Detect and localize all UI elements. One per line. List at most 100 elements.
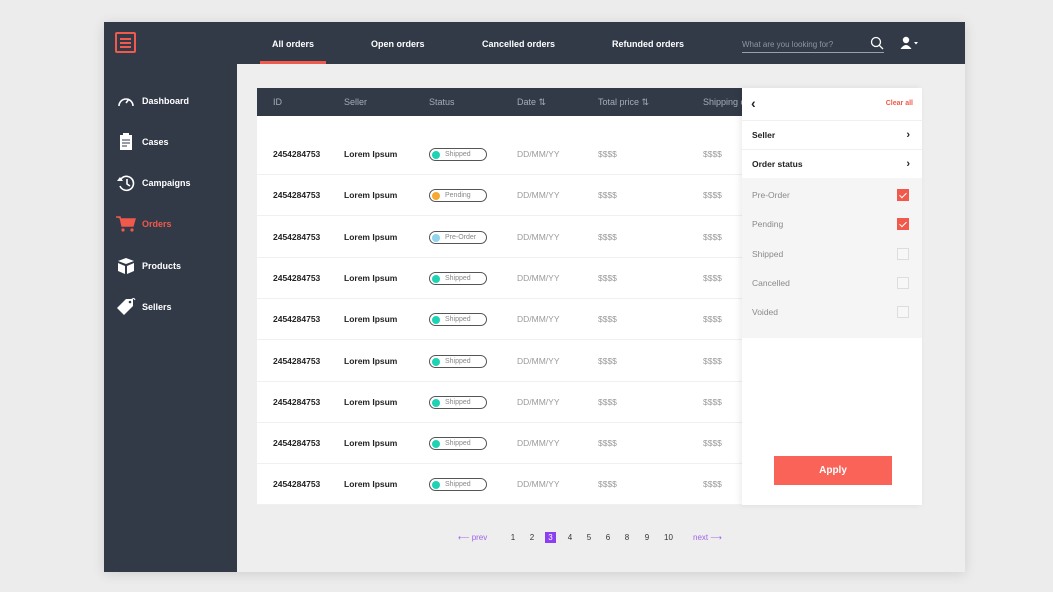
page-1[interactable]: 1: [510, 533, 516, 542]
page-4[interactable]: 4: [567, 533, 573, 542]
column-total-price-sort[interactable]: Total price ⇅: [598, 97, 650, 107]
status-dot-icon: [432, 440, 440, 449]
column-seller: Seller: [344, 97, 368, 107]
search-icon[interactable]: [870, 36, 884, 50]
sidebar: Dashboard Cases Campaigns Orders Product…: [104, 64, 237, 572]
table-row[interactable]: 2454284753 Lorem Ipsum Shipped DD/MM/YY …: [257, 382, 743, 423]
column-date-sort[interactable]: Date ⇅: [517, 97, 547, 107]
clear-all-link[interactable]: Clear all: [885, 100, 913, 107]
status-badge: Shipped: [429, 395, 487, 409]
next-page-link[interactable]: next ⟶: [693, 533, 722, 542]
table-row[interactable]: 2454284753 Lorem Ipsum Shipped DD/MM/YY …: [257, 299, 743, 341]
status-option-checkbox[interactable]: [897, 276, 909, 289]
seller-name: Lorem Ipsum: [344, 396, 398, 407]
status-label: Pre-Order: [445, 233, 477, 241]
status-badge: Pre-Order: [429, 230, 487, 244]
table-row[interactable]: 2454284753 Lorem Ipsum Shipped DD/MM/YY …: [257, 258, 743, 299]
page-6[interactable]: 6: [605, 533, 611, 542]
order-date: DD/MM/YY: [517, 190, 560, 201]
seller-name: Lorem Ipsum: [344, 479, 398, 490]
user-icon[interactable]: [900, 36, 920, 50]
filter-header: ‹ Clear all: [742, 88, 922, 120]
search-input[interactable]: [742, 37, 884, 53]
sidebar-item-products[interactable]: Products: [116, 256, 181, 276]
shipping-cost: $$$$: [703, 438, 722, 449]
seller-name: Lorem Ipsum: [344, 231, 398, 242]
status-option-checkbox[interactable]: [897, 218, 909, 231]
status-option-checkbox[interactable]: [897, 247, 909, 260]
top-bar: All orders Open orders Cancelled orders …: [104, 22, 965, 64]
sidebar-item-dashboard[interactable]: Dashboard: [116, 91, 189, 111]
seller-name: Lorem Ipsum: [344, 272, 398, 283]
sidebar-item-campaigns[interactable]: Campaigns: [116, 173, 191, 193]
status-dot-icon: [432, 398, 440, 407]
status-badge: Shipped: [429, 478, 487, 492]
status-dot-icon: [432, 233, 440, 242]
total-price: $$$$: [598, 396, 617, 407]
order-date: DD/MM/YY: [517, 479, 560, 490]
page-9[interactable]: 9: [644, 533, 650, 542]
page-3[interactable]: 3: [545, 532, 556, 543]
tab-refunded-orders[interactable]: Refunded orders: [612, 39, 685, 49]
logo-icon[interactable]: [115, 32, 136, 53]
order-date: DD/MM/YY: [517, 396, 560, 407]
tag-icon: [116, 298, 136, 316]
status-badge: Shipped: [429, 148, 487, 161]
order-date: DD/MM/YY: [517, 272, 560, 283]
sidebar-item-sellers[interactable]: Sellers: [116, 297, 172, 317]
page-5[interactable]: 5: [586, 533, 592, 542]
shipping-cost: $$$$: [703, 190, 722, 201]
total-price: $$$$: [598, 190, 617, 201]
total-price: $$$$: [598, 231, 617, 242]
table-row[interactable]: 2454284753 Lorem Ipsum Shipped DD/MM/YY …: [257, 464, 743, 505]
tab-cancelled-orders[interactable]: Cancelled orders: [482, 39, 556, 49]
status-option-label: Voided: [752, 307, 778, 318]
status-badge: Shipped: [429, 271, 487, 285]
seller-name: Lorem Ipsum: [344, 190, 398, 201]
total-price: $$$$: [598, 355, 617, 366]
page-10[interactable]: 10: [664, 533, 673, 542]
column-status: Status: [429, 97, 455, 107]
status-label: Pending: [445, 192, 471, 200]
tab-open-orders[interactable]: Open orders: [371, 39, 425, 49]
total-price: $$$$: [598, 272, 617, 283]
status-badge: Pending: [429, 189, 487, 203]
total-price: $$$$: [598, 438, 617, 449]
section-label: Order status: [752, 159, 803, 169]
sidebar-item-orders[interactable]: Orders: [116, 214, 172, 234]
chevron-right-icon: ›: [906, 129, 910, 141]
back-chevron-icon[interactable]: ‹: [751, 95, 756, 111]
page-2[interactable]: 2: [529, 533, 535, 542]
status-dot-icon: [432, 151, 440, 159]
order-date: DD/MM/YY: [517, 231, 560, 242]
table-row[interactable]: 2454284753 Lorem Ipsum Shipped DD/MM/YY …: [257, 423, 743, 465]
section-label: Seller: [752, 130, 776, 140]
order-date: DD/MM/YY: [517, 314, 560, 325]
status-option-checkbox[interactable]: [897, 189, 909, 201]
order-id: 2454284753: [273, 272, 321, 283]
filter-panel: ‹ Clear all Seller › Order status › Pre-Or…: [742, 88, 922, 505]
filter-section-seller[interactable]: Seller ›: [742, 120, 922, 149]
shipping-cost: $$$$: [703, 314, 722, 325]
prev-page-link[interactable]: ⟵ prev: [458, 533, 488, 542]
sidebar-item-label: Orders: [142, 219, 172, 229]
page-8[interactable]: 8: [624, 533, 630, 542]
tab-all-orders[interactable]: All orders: [259, 22, 327, 64]
table-row[interactable]: 2454284753 Lorem Ipsum Shipped DD/MM/YY …: [257, 134, 743, 175]
order-date: DD/MM/YY: [517, 149, 560, 159]
apply-button[interactable]: Apply: [774, 456, 892, 485]
status-option-checkbox[interactable]: [897, 306, 909, 319]
total-price: $$$$: [598, 314, 617, 325]
table-row[interactable]: 2454284753 Lorem Ipsum Pending DD/MM/YY …: [257, 175, 743, 217]
status-label: Shipped: [445, 151, 471, 158]
filter-section-order-status[interactable]: Order status ›: [742, 149, 922, 178]
status-label: Shipped: [445, 481, 471, 489]
sidebar-item-label: Products: [142, 261, 182, 271]
order-id: 2454284753: [273, 479, 321, 490]
seller-name: Lorem Ipsum: [344, 149, 398, 159]
shipping-cost: $$$$: [703, 355, 722, 366]
sidebar-item-cases[interactable]: Cases: [116, 132, 169, 152]
status-dot-icon: [432, 481, 440, 490]
table-row[interactable]: 2454284753 Lorem Ipsum Pre-Order DD/MM/Y…: [257, 217, 743, 258]
table-row[interactable]: 2454284753 Lorem Ipsum Shipped DD/MM/YY …: [257, 341, 743, 382]
